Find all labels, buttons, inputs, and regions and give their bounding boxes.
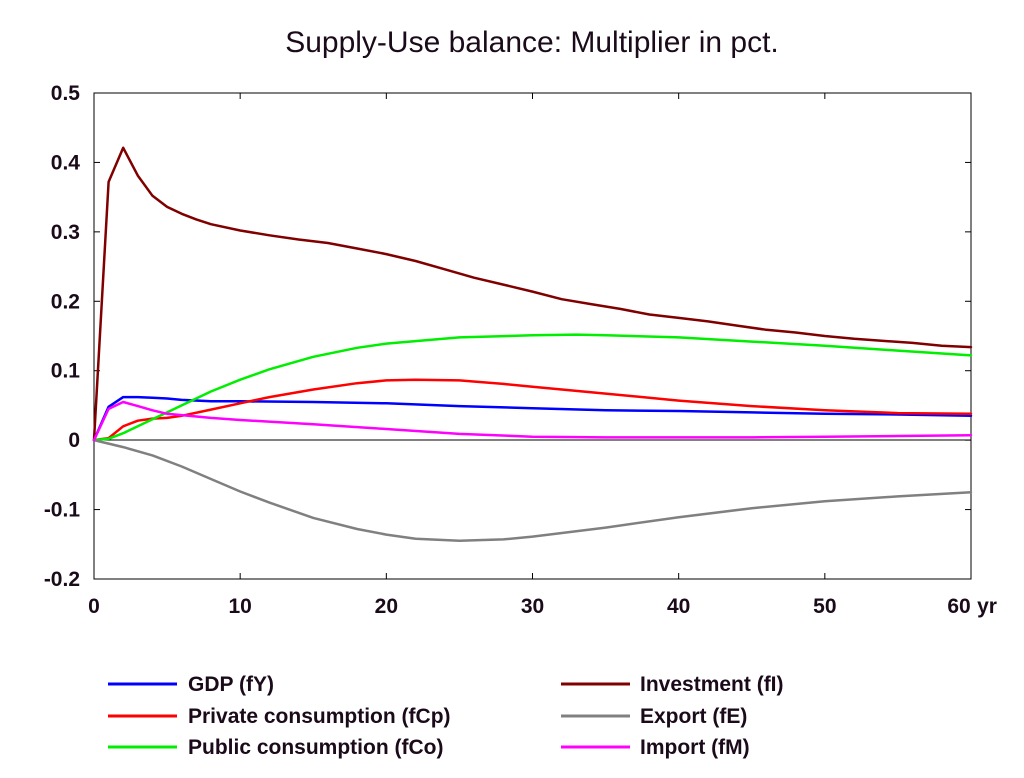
series-line-1 xyxy=(92,395,973,442)
series-line-4 xyxy=(92,146,973,442)
legend-label: Import (fM) xyxy=(640,736,750,759)
chart-title: Supply-Use balance: Multiplier in pct. xyxy=(285,26,779,59)
y-tick-label: 0.1 xyxy=(51,360,81,383)
ticks-layer: 0.5 0.4 0.3 0.2 0.1 0 -0.1 -0.2 0 10 20 30 40 50 60 yr xyxy=(44,82,997,618)
legend-label: Private consumption (fCp) xyxy=(188,705,451,728)
y-tick-label: -0.2 xyxy=(44,568,80,591)
x-unit-label: yr xyxy=(977,595,997,618)
legend-label: Public consumption (fCo) xyxy=(188,736,443,759)
y-tick-label: 0 xyxy=(68,429,80,452)
x-tick-label: 20 xyxy=(375,595,398,618)
series-line-5 xyxy=(92,438,973,543)
series-layer xyxy=(92,146,973,543)
legend-label: GDP (fY) xyxy=(188,673,274,696)
y-tick-label: 0.5 xyxy=(51,82,81,105)
y-tick-label: 0.3 xyxy=(51,221,80,244)
series-line-3 xyxy=(92,333,973,442)
y-tick-label: -0.1 xyxy=(44,499,81,522)
x-tick-label: 0 xyxy=(88,595,100,618)
x-tick-label: 50 xyxy=(813,595,836,618)
legend-label: Investment (fI) xyxy=(640,673,784,696)
x-tick-label: 60 xyxy=(947,595,970,618)
x-tick-label: 30 xyxy=(521,595,544,618)
y-tick-label: 0.2 xyxy=(51,290,80,313)
x-tick-label: 10 xyxy=(228,595,251,618)
legend: GDP (fY) Private consumption (fCp) Public … xyxy=(108,673,784,759)
legend-label: Export (fE) xyxy=(640,705,747,728)
x-tick-label: 40 xyxy=(667,595,690,618)
series-line-6 xyxy=(92,400,973,442)
y-tick-label: 0.4 xyxy=(51,151,81,174)
series-line-2 xyxy=(92,378,973,442)
